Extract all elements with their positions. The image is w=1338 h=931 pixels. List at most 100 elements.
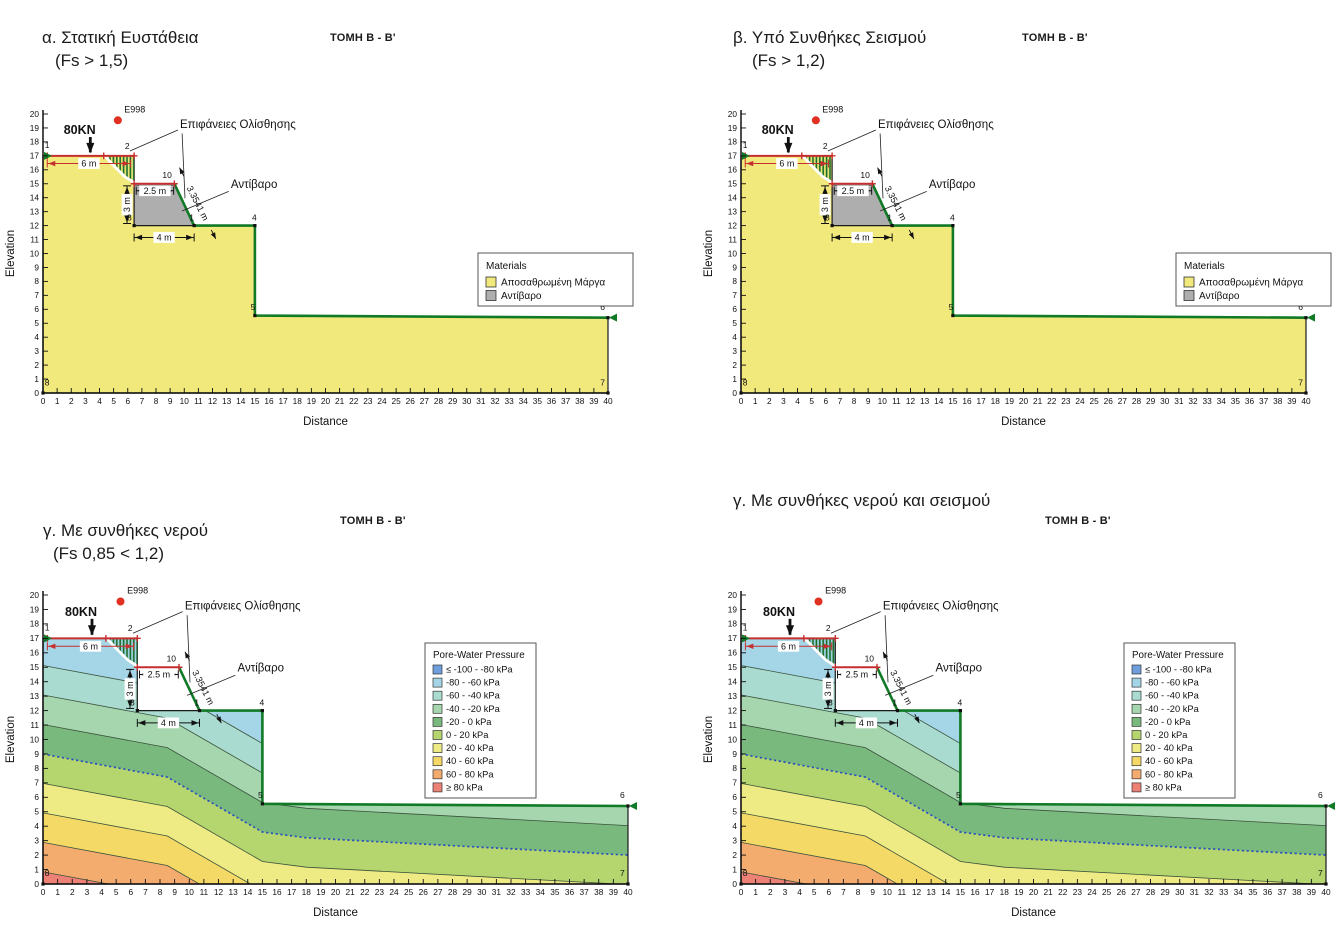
svg-text:-20 - 0 kPa: -20 - 0 kPa [1145,717,1191,727]
svg-text:27: 27 [1131,887,1141,897]
svg-text:9: 9 [870,887,875,897]
svg-text:13: 13 [229,887,239,897]
axes: 0 1 2 3 4 5 6 7 8 9 10 11 12 13 14 15 16 17 18 19 20 21 22 23 24… [703,590,1331,919]
svg-text:2.5 m: 2.5 m [846,670,869,680]
svg-text:11: 11 [30,234,39,244]
svg-text:Επιφάνειες Ολίσθησης: Επιφάνειες Ολίσθησης [883,600,999,612]
svg-text:10: 10 [185,887,195,897]
svg-text:6: 6 [620,790,625,800]
svg-text:15: 15 [948,396,958,406]
svg-text:15: 15 [30,179,40,189]
svg-text:Επιφάνειες Ολίσθησης: Επιφάνειες Ολίσθησης [185,600,301,612]
svg-text:34: 34 [1217,396,1227,406]
svg-text:5: 5 [111,396,116,406]
svg-text:20: 20 [728,590,738,600]
svg-text:23: 23 [375,887,385,897]
svg-text:10: 10 [162,170,172,180]
svg-text:5: 5 [949,302,954,312]
svg-text:11: 11 [200,887,209,897]
svg-text:2: 2 [128,623,133,633]
svg-text:31: 31 [1190,887,1200,897]
svg-text:2: 2 [69,396,74,406]
svg-text:7: 7 [620,868,625,878]
svg-text:18: 18 [991,396,1001,406]
svg-text:E998: E998 [825,586,846,596]
svg-text:14: 14 [728,677,738,687]
svg-text:Elevation: Elevation [703,716,715,763]
svg-text:2.5 m: 2.5 m [144,186,167,196]
svg-text:6: 6 [1298,302,1303,312]
svg-text:12: 12 [728,705,738,715]
svg-text:0: 0 [732,388,737,398]
svg-text:18: 18 [30,619,40,629]
svg-text:4: 4 [97,396,102,406]
svg-text:6: 6 [34,792,39,802]
svg-text:33: 33 [1219,887,1229,897]
svg-text:14: 14 [30,677,40,687]
svg-text:6: 6 [826,887,831,897]
svg-text:E998: E998 [124,105,145,115]
svg-text:7: 7 [34,778,39,788]
svg-text:6 m: 6 m [83,641,98,651]
svg-text:14: 14 [934,396,944,406]
svg-text:1: 1 [753,396,758,406]
axes: 0 1 2 3 4 5 6 7 8 9 10 11 12 13 14 15 16 17 18 19 20 21 22 23 24… [5,590,633,919]
svg-text:20: 20 [321,396,331,406]
svg-text:13: 13 [927,887,937,897]
svg-text:12: 12 [912,887,922,897]
svg-text:14: 14 [30,193,40,203]
svg-text:19: 19 [316,887,326,897]
svg-text:37: 37 [1259,396,1269,406]
svg-text:17: 17 [728,633,738,643]
svg-text:36: 36 [547,396,557,406]
svg-text:-60 - -40 kPa: -60 - -40 kPa [446,691,501,701]
svg-text:38: 38 [575,396,585,406]
svg-text:13: 13 [222,396,232,406]
svg-text:28: 28 [434,396,444,406]
svg-text:Αποσαθρωμένη Μάργα: Αποσαθρωμένη Μάργα [1199,277,1303,289]
svg-text:4 m: 4 m [859,718,874,728]
svg-text:12: 12 [906,396,916,406]
svg-text:38: 38 [1292,887,1302,897]
svg-text:≥ 80 kPa: ≥ 80 kPa [446,782,483,792]
svg-text:40: 40 [603,396,613,406]
svg-text:30: 30 [1175,887,1185,897]
panel-title: α. Στατική Ευστάθεια [42,28,199,47]
svg-text:1: 1 [732,374,737,384]
svg-text:40: 40 [623,887,633,897]
svg-text:5: 5 [732,807,737,817]
svg-text:13: 13 [30,691,40,701]
svg-text:16: 16 [728,165,738,175]
svg-text:3: 3 [127,213,132,223]
svg-text:5: 5 [956,790,961,800]
svg-text:Distance: Distance [303,416,348,428]
section-label: ΤΟΜΗ Β - Β' [330,32,396,44]
svg-text:-80 - -60 kPa: -80 - -60 kPa [1145,678,1200,688]
svg-text:22: 22 [1047,396,1057,406]
svg-text:19: 19 [1014,887,1024,897]
svg-text:60 - 80 kPa: 60 - 80 kPa [446,769,494,779]
svg-text:13: 13 [920,396,930,406]
svg-text:14: 14 [236,396,246,406]
svg-text:4: 4 [259,698,264,708]
svg-text:2: 2 [732,850,737,860]
svg-text:1: 1 [45,622,50,632]
svg-text:24: 24 [1087,887,1097,897]
svg-text:25: 25 [1102,887,1112,897]
svg-text:34: 34 [519,396,529,406]
section-label: ΤΟΜΗ Β - Β' [1045,515,1111,527]
svg-text:27: 27 [420,396,430,406]
section-label: ΤΟΜΗ Β - Β' [1022,32,1088,44]
svg-text:7: 7 [1298,377,1303,387]
svg-text:8: 8 [34,276,39,286]
svg-text:3 m: 3 m [122,197,132,212]
svg-text:39: 39 [1287,396,1297,406]
svg-text:20 - 40 kPa: 20 - 40 kPa [446,743,494,753]
svg-text:≤ -100 - -80 kPa: ≤ -100 - -80 kPa [1145,665,1212,675]
svg-text:1: 1 [55,887,60,897]
svg-text:1: 1 [34,864,39,874]
